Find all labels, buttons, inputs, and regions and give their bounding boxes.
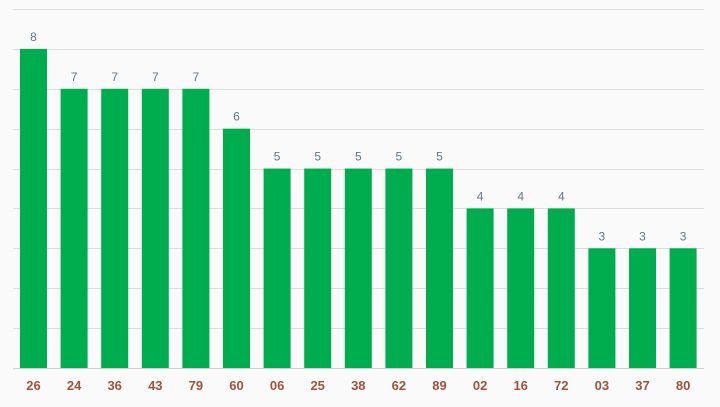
category-label: 79 — [189, 378, 203, 393]
bar-03 — [588, 248, 616, 368]
value-label: 3 — [639, 229, 646, 243]
value-label: 7 — [71, 70, 78, 84]
category-label: 37 — [635, 378, 649, 393]
value-label: 5 — [274, 150, 281, 164]
category-label: 72 — [554, 378, 568, 393]
bars — [20, 48, 697, 369]
bar-02 — [466, 208, 494, 368]
bar-06 — [263, 168, 291, 368]
bar-89 — [426, 168, 453, 368]
category-label: 36 — [107, 378, 121, 393]
category-label: 38 — [351, 378, 365, 393]
value-label: 5 — [396, 150, 403, 164]
value-label: 6 — [233, 110, 240, 124]
bar-80 — [669, 248, 697, 368]
category-labels: 26 24 36 43 79 60 06 25 38 62 89 02 16 72 03 37 80 — [26, 378, 690, 393]
bar-79 — [182, 88, 210, 369]
category-label: 26 — [26, 378, 40, 393]
category-label: 16 — [513, 378, 527, 393]
value-label: 7 — [111, 70, 118, 84]
category-label: 24 — [67, 378, 82, 393]
category-label: 25 — [310, 378, 324, 393]
value-label: 7 — [193, 70, 200, 84]
bar-24 — [60, 88, 88, 369]
value-label: 5 — [314, 150, 321, 164]
value-labels: 8 7 7 7 7 6 5 5 5 5 5 4 4 4 3 3 3 — [30, 30, 687, 243]
value-label: 4 — [517, 189, 524, 203]
category-label: 43 — [148, 378, 162, 393]
value-label: 3 — [680, 229, 687, 243]
bar-72 — [547, 208, 575, 368]
category-label: 60 — [229, 378, 243, 393]
value-label: 3 — [599, 229, 606, 243]
category-label: 62 — [392, 378, 406, 393]
category-label: 06 — [270, 378, 284, 393]
bar-37 — [629, 248, 656, 368]
value-label: 8 — [30, 30, 37, 44]
bar-16 — [507, 208, 535, 368]
bar-62 — [385, 168, 413, 368]
value-label: 4 — [477, 189, 484, 203]
category-label: 89 — [432, 378, 446, 393]
bar-25 — [304, 168, 332, 368]
value-label: 4 — [558, 189, 565, 203]
value-label: 5 — [355, 150, 362, 164]
bar-36 — [101, 88, 129, 369]
value-label: 7 — [152, 70, 159, 84]
bar-60 — [223, 128, 250, 368]
bar-43 — [141, 88, 169, 369]
category-label: 80 — [676, 378, 690, 393]
category-label: 03 — [595, 378, 609, 393]
category-label: 02 — [473, 378, 487, 393]
bar-38 — [344, 168, 372, 368]
value-label: 5 — [436, 150, 443, 164]
bar-26 — [20, 48, 47, 369]
